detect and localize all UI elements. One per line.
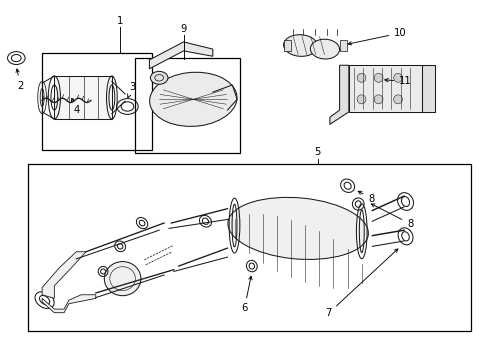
Text: 9: 9 [180,24,186,34]
Ellipse shape [149,72,237,126]
Bar [42,53,152,149]
Ellipse shape [356,73,365,82]
Text: 10: 10 [347,28,406,45]
Polygon shape [54,76,112,119]
Circle shape [150,71,167,84]
Polygon shape [149,42,212,69]
Text: 4: 4 [71,99,79,115]
Bar [339,40,346,51]
Bar [422,65,434,112]
Bar [135,58,239,153]
Text: 5: 5 [314,147,320,157]
Text: 6: 6 [241,276,251,314]
Ellipse shape [310,39,339,59]
Ellipse shape [283,35,317,56]
Text: 7: 7 [325,249,397,318]
Polygon shape [42,295,96,313]
Bar [283,40,290,51]
Text: 8: 8 [370,204,412,229]
Bar [27,164,470,330]
Bar [348,65,422,112]
Ellipse shape [356,95,365,104]
Ellipse shape [104,262,141,296]
Polygon shape [329,65,348,125]
Ellipse shape [373,73,382,82]
Ellipse shape [393,95,402,104]
Text: 2: 2 [16,69,23,91]
Ellipse shape [227,197,367,260]
Polygon shape [42,252,86,298]
Text: 3: 3 [127,82,135,98]
Text: 8: 8 [358,191,374,204]
Text: 1: 1 [117,16,123,26]
Ellipse shape [393,73,402,82]
Ellipse shape [373,95,382,104]
Text: 11: 11 [384,76,411,86]
